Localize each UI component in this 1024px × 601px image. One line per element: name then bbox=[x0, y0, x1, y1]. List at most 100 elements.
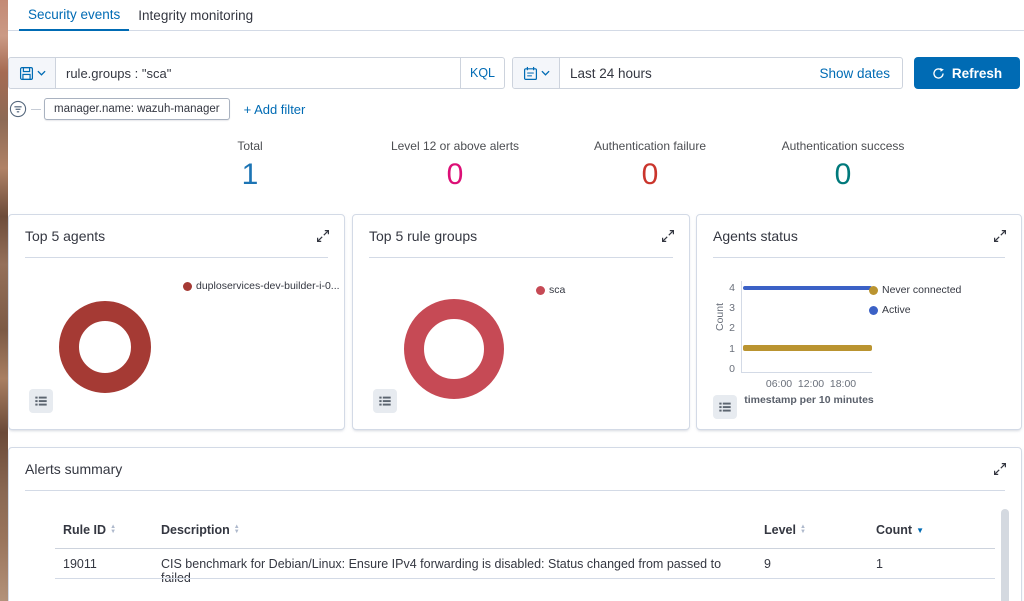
expand-icon[interactable] bbox=[660, 228, 676, 244]
column-label: Count bbox=[876, 523, 912, 537]
refresh-icon bbox=[932, 67, 945, 80]
never-connected-series-line bbox=[743, 345, 872, 351]
x-tick: 18:00 bbox=[826, 378, 860, 390]
filter-icon[interactable] bbox=[9, 100, 27, 118]
table-row-border bbox=[55, 578, 995, 579]
x-tick: 06:00 bbox=[762, 378, 796, 390]
panel-divider bbox=[369, 257, 673, 258]
panel-title: Top 5 rule groups bbox=[369, 228, 477, 244]
sort-icon: ▲▼ bbox=[110, 525, 116, 535]
filter-connector bbox=[31, 109, 41, 110]
legend-label: Never connected bbox=[882, 284, 961, 296]
panel-alerts-summary: Alerts summary Rule ID ▲▼ Description ▲▼… bbox=[8, 447, 1022, 601]
stat-value[interactable]: 0 bbox=[753, 159, 933, 191]
query-language-button[interactable]: KQL bbox=[460, 58, 504, 88]
top-rule-groups-donut-chart[interactable] bbox=[394, 289, 514, 409]
list-icon bbox=[718, 400, 732, 414]
y-tick: 1 bbox=[715, 343, 735, 355]
stat-total: Total 1 bbox=[160, 139, 340, 191]
stat-auth-failure: Authentication failure 0 bbox=[560, 139, 740, 191]
chevron-down-icon bbox=[541, 70, 550, 76]
panel-divider bbox=[713, 257, 1005, 258]
column-label: Description bbox=[161, 523, 230, 537]
column-label: Level bbox=[764, 523, 796, 537]
panel-top-5-agents: Top 5 agents duploservices-dev-builder-i… bbox=[8, 214, 345, 430]
panel-title: Alerts summary bbox=[25, 461, 122, 477]
refresh-label: Refresh bbox=[952, 66, 1002, 81]
expand-icon[interactable] bbox=[992, 461, 1008, 477]
panel-agents-status: Agents status Count 4 3 2 1 0 06:00 12:0… bbox=[696, 214, 1022, 430]
saved-query-menu-button[interactable] bbox=[9, 58, 56, 88]
add-filter-button[interactable]: + Add filter bbox=[244, 102, 306, 117]
list-icon bbox=[34, 394, 48, 408]
panel-divider bbox=[25, 490, 1005, 491]
stat-label: Total bbox=[160, 139, 340, 153]
cell-level[interactable]: 9 bbox=[764, 557, 771, 571]
tab-security-events[interactable]: Security events bbox=[19, 0, 129, 31]
x-axis-label: timestamp per 10 minutes bbox=[729, 394, 889, 406]
legend-item[interactable]: duploservices-dev-builder-i-0... bbox=[183, 280, 340, 292]
stat-level-12-alerts: Level 12 or above alerts 0 bbox=[365, 139, 545, 191]
agents-status-chart[interactable] bbox=[741, 281, 872, 373]
column-header-level[interactable]: Level ▲▼ bbox=[764, 523, 806, 537]
search-bar: KQL bbox=[8, 57, 505, 89]
legend-label: Active bbox=[882, 304, 911, 316]
legend-item[interactable]: Active bbox=[869, 304, 911, 316]
legend-toggle-button[interactable] bbox=[713, 395, 737, 419]
module-tabs: Security events Integrity monitoring bbox=[8, 0, 1024, 31]
sort-icon: ▲▼ bbox=[234, 525, 240, 535]
table-header-border bbox=[55, 548, 995, 549]
column-label: Rule ID bbox=[63, 523, 106, 537]
stat-value[interactable]: 0 bbox=[560, 159, 740, 191]
wazuh-dashboard: Security events Integrity monitoring KQL bbox=[8, 0, 1024, 601]
legend-label: sca bbox=[549, 284, 565, 296]
column-header-description[interactable]: Description ▲▼ bbox=[161, 523, 240, 537]
stat-value[interactable]: 0 bbox=[365, 159, 545, 191]
date-range-value[interactable]: Last 24 hours bbox=[560, 58, 807, 88]
y-tick: 2 bbox=[715, 322, 735, 334]
sort-icon: ▲▼ bbox=[800, 525, 806, 535]
stat-value[interactable]: 1 bbox=[160, 159, 340, 191]
y-tick: 0 bbox=[715, 363, 735, 375]
calendar-icon bbox=[523, 66, 538, 81]
legend-dot bbox=[536, 286, 545, 295]
active-series-line bbox=[743, 286, 872, 290]
cell-count[interactable]: 1 bbox=[876, 557, 883, 571]
chevron-down-icon bbox=[37, 70, 46, 76]
legend-toggle-button[interactable] bbox=[373, 389, 397, 413]
y-tick: 3 bbox=[715, 302, 735, 314]
cell-rule-id[interactable]: 19011 bbox=[63, 557, 97, 571]
stat-label: Level 12 or above alerts bbox=[365, 139, 545, 153]
desktop-background-strip bbox=[0, 0, 8, 601]
x-tick: 12:00 bbox=[794, 378, 828, 390]
column-header-rule-id[interactable]: Rule ID ▲▼ bbox=[63, 523, 116, 537]
filter-bar: manager.name: wazuh-manager + Add filter bbox=[8, 97, 305, 121]
date-quick-menu-button[interactable] bbox=[513, 58, 560, 88]
stat-label: Authentication failure bbox=[560, 139, 740, 153]
stat-auth-success: Authentication success 0 bbox=[753, 139, 933, 191]
stat-label: Authentication success bbox=[753, 139, 933, 153]
legend-item[interactable]: Never connected bbox=[869, 284, 961, 296]
save-icon bbox=[19, 66, 34, 81]
panel-title: Top 5 agents bbox=[25, 228, 105, 244]
refresh-button[interactable]: Refresh bbox=[914, 57, 1020, 89]
expand-icon[interactable] bbox=[992, 228, 1008, 244]
legend-dot bbox=[869, 306, 878, 315]
legend-dot bbox=[183, 282, 192, 291]
filter-pill-manager-name[interactable]: manager.name: wazuh-manager bbox=[44, 98, 230, 120]
column-header-count[interactable]: Count ▼ bbox=[876, 523, 924, 537]
list-icon bbox=[378, 394, 392, 408]
search-input[interactable] bbox=[56, 58, 460, 88]
show-dates-button[interactable]: Show dates bbox=[807, 58, 902, 88]
legend-dot bbox=[869, 286, 878, 295]
expand-icon[interactable] bbox=[315, 228, 331, 244]
date-picker: Last 24 hours Show dates bbox=[512, 57, 903, 89]
cell-description[interactable]: CIS benchmark for Debian/Linux: Ensure I… bbox=[161, 557, 741, 585]
legend-item[interactable]: sca bbox=[536, 284, 565, 296]
tab-integrity-monitoring[interactable]: Integrity monitoring bbox=[129, 0, 262, 31]
y-tick: 4 bbox=[715, 282, 735, 294]
legend-toggle-button[interactable] bbox=[29, 389, 53, 413]
panel-top-5-rule-groups: Top 5 rule groups sca bbox=[352, 214, 690, 430]
table-scrollbar[interactable] bbox=[1001, 509, 1009, 601]
top-agents-donut-chart[interactable] bbox=[45, 287, 165, 407]
